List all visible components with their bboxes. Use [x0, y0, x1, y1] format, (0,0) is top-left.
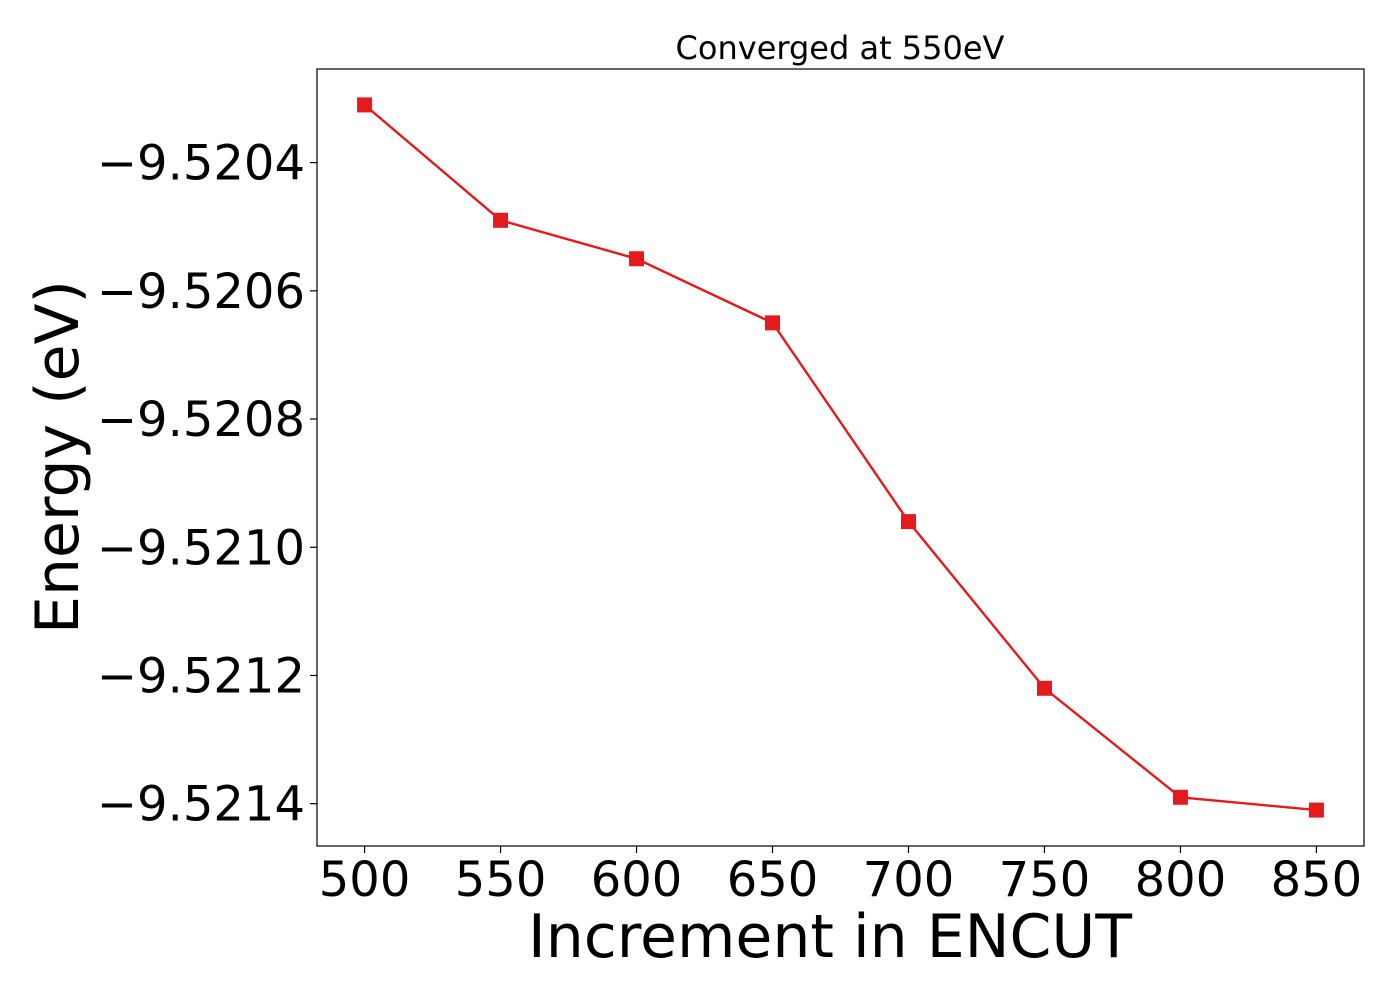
series-line: [363, 103, 1317, 812]
data-point-marker: [493, 212, 509, 228]
data-point-marker: [1036, 680, 1052, 696]
x-tick-label: 550: [455, 852, 547, 908]
data-series: [357, 97, 1324, 818]
x-tick-label: 650: [727, 852, 819, 908]
x-tick-label: 750: [999, 852, 1091, 908]
data-point-marker: [1308, 802, 1324, 818]
y-tick-label: −9.5210: [97, 520, 305, 576]
data-point-marker: [629, 251, 645, 267]
y-tick-label: −9.5208: [97, 392, 305, 448]
y-tick-label: −9.5212: [97, 648, 305, 704]
data-point-marker: [765, 315, 781, 331]
x-tick-label: 800: [1135, 852, 1227, 908]
y-tick-label: −9.5204: [97, 136, 305, 192]
x-axis-ticks: 500 550 600 650 700 750 800 850: [319, 846, 1362, 908]
plot-area-frame: [316, 68, 1365, 847]
chart-title: Converged at 550eV: [676, 29, 1005, 67]
y-axis-ticks: −9.5204 −9.5206 −9.5208 −9.5210 −9.5212 −9.52…: [97, 136, 317, 833]
x-tick-label: 850: [1271, 852, 1363, 908]
data-point-marker: [900, 514, 916, 530]
y-axis-label: Energy (eV): [23, 280, 93, 634]
x-tick-label: 700: [863, 852, 955, 908]
data-point-marker: [357, 97, 373, 113]
x-axis-label: Increment in ENCUT: [528, 902, 1132, 972]
y-tick-label: −9.5206: [97, 264, 305, 320]
x-tick-label: 500: [319, 852, 411, 908]
data-point-marker: [1172, 789, 1188, 805]
x-tick-label: 600: [591, 852, 683, 908]
y-tick-label: −9.5214: [97, 777, 305, 833]
